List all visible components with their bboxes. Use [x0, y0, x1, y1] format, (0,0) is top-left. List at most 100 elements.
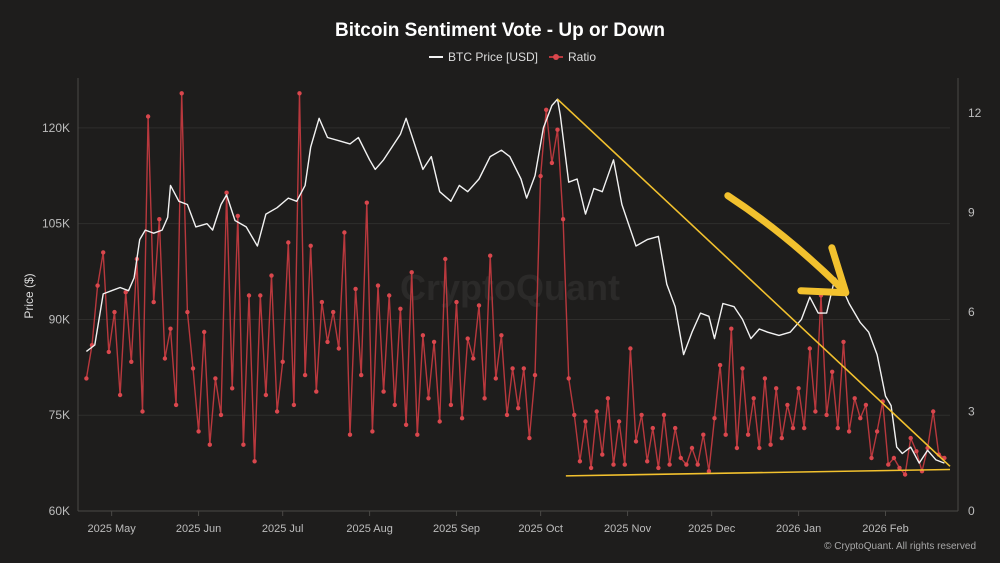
- ratio-point: [482, 396, 487, 401]
- ratio-point: [678, 455, 683, 461]
- ratio-point: [874, 429, 880, 434]
- ratio-point: [145, 114, 151, 119]
- ratio-line: [85, 92, 945, 476]
- legend-ratio-label: Ratio: [568, 50, 596, 64]
- ratio-point: [331, 309, 336, 315]
- ratio-point: [645, 459, 650, 464]
- ratio-point: [381, 389, 386, 394]
- ratio-point: [779, 435, 784, 441]
- ratio-point: [689, 445, 695, 451]
- ratio-point: [661, 412, 667, 418]
- ratio-point: [717, 362, 723, 368]
- ratio-point: [359, 372, 364, 378]
- axes: 60K 75K 90K 105K 120K 0 3 6 9 12 2025 May 2025 Jun 2…: [42, 78, 982, 535]
- ratio-point: [476, 303, 482, 308]
- ratio-point: [824, 412, 829, 418]
- ratio-point: [325, 339, 330, 345]
- ratio-point: [286, 240, 291, 245]
- ratio-point: [914, 449, 919, 454]
- ratio-point: [437, 419, 442, 424]
- legend: BTC Price [USD] Ratio: [429, 50, 596, 64]
- y-tick-label: 105K: [42, 217, 70, 231]
- y2-tick-label: 3: [968, 405, 975, 419]
- arrow-shaft: [724, 192, 844, 291]
- ratio-point: [471, 356, 476, 361]
- ratio-point: [465, 336, 470, 341]
- legend-ratio-marker: [553, 54, 559, 60]
- ratio-point: [712, 416, 717, 421]
- ratio-point: [207, 442, 212, 447]
- ratio-point: [931, 409, 936, 414]
- ratio-point: [387, 293, 392, 298]
- ratio-point: [813, 409, 818, 414]
- ratio-point: [101, 250, 106, 255]
- ratio-point: [504, 412, 510, 418]
- price-series: [85, 98, 945, 464]
- ratio-point: [785, 402, 790, 408]
- ratio-point: [633, 439, 639, 444]
- ratio-point: [375, 283, 381, 288]
- ratio-point: [230, 386, 235, 391]
- ratio-point: [549, 160, 555, 166]
- ratio-point: [706, 469, 712, 474]
- ratio-point: [269, 273, 274, 278]
- y-tick-label: 90K: [49, 312, 70, 326]
- ratio-point: [605, 396, 611, 401]
- ratio-point: [347, 432, 353, 437]
- ratio-point: [611, 462, 616, 467]
- ratio-point: [370, 429, 375, 434]
- ratio-point: [263, 392, 269, 398]
- ratio-point: [403, 422, 409, 427]
- ratio-point: [807, 346, 812, 351]
- ratio-point: [420, 333, 426, 338]
- ratio-point: [129, 359, 134, 364]
- ratio-point: [521, 366, 526, 371]
- ratio-point: [740, 366, 745, 371]
- ratio-point: [538, 173, 543, 179]
- legend-item-ratio[interactable]: Ratio: [549, 50, 596, 64]
- ratio-point: [891, 455, 897, 461]
- ratio-point: [95, 283, 100, 288]
- ratio-point: [168, 326, 173, 331]
- ratio-point: [527, 435, 532, 441]
- ratio-point: [830, 369, 835, 374]
- ratio-point: [196, 429, 201, 434]
- ratio-point: [656, 465, 661, 471]
- ratio-point: [555, 127, 560, 132]
- ratio-point: [841, 339, 846, 345]
- ratio-point: [701, 432, 706, 437]
- ratio-point: [112, 309, 117, 315]
- ratio-point: [588, 465, 594, 471]
- ratio-point: [336, 346, 341, 351]
- ratio-point: [897, 465, 902, 471]
- ratio-point: [628, 346, 633, 351]
- x-tick-label: 2025 Jul: [262, 523, 304, 535]
- ratio-point: [117, 392, 123, 398]
- x-tick-label: 2025 Nov: [604, 523, 652, 535]
- ratio-point: [392, 402, 397, 408]
- ratio-point: [757, 445, 762, 451]
- ratio-point: [106, 349, 112, 355]
- ratio-point: [84, 376, 89, 381]
- ratio-point: [594, 409, 599, 414]
- ratio-point: [302, 372, 308, 378]
- ratio-point: [364, 200, 369, 205]
- ratio-point: [431, 339, 437, 345]
- ratio-point: [185, 309, 190, 315]
- ratio-point: [398, 306, 403, 311]
- ratio-point: [616, 419, 622, 424]
- ratio-point: [218, 412, 224, 418]
- ratio-point: [762, 376, 768, 381]
- ratio-point: [544, 107, 549, 113]
- ratio-point: [190, 366, 196, 371]
- ratio-point: [796, 386, 801, 391]
- legend-item-price[interactable]: BTC Price [USD]: [429, 50, 538, 64]
- y-tick-label: 75K: [49, 408, 70, 422]
- ratio-point: [409, 270, 414, 275]
- ratio-point: [493, 376, 498, 381]
- y-tick-label: 60K: [49, 504, 70, 518]
- ratio-point: [835, 425, 840, 431]
- ratio-point: [908, 435, 913, 441]
